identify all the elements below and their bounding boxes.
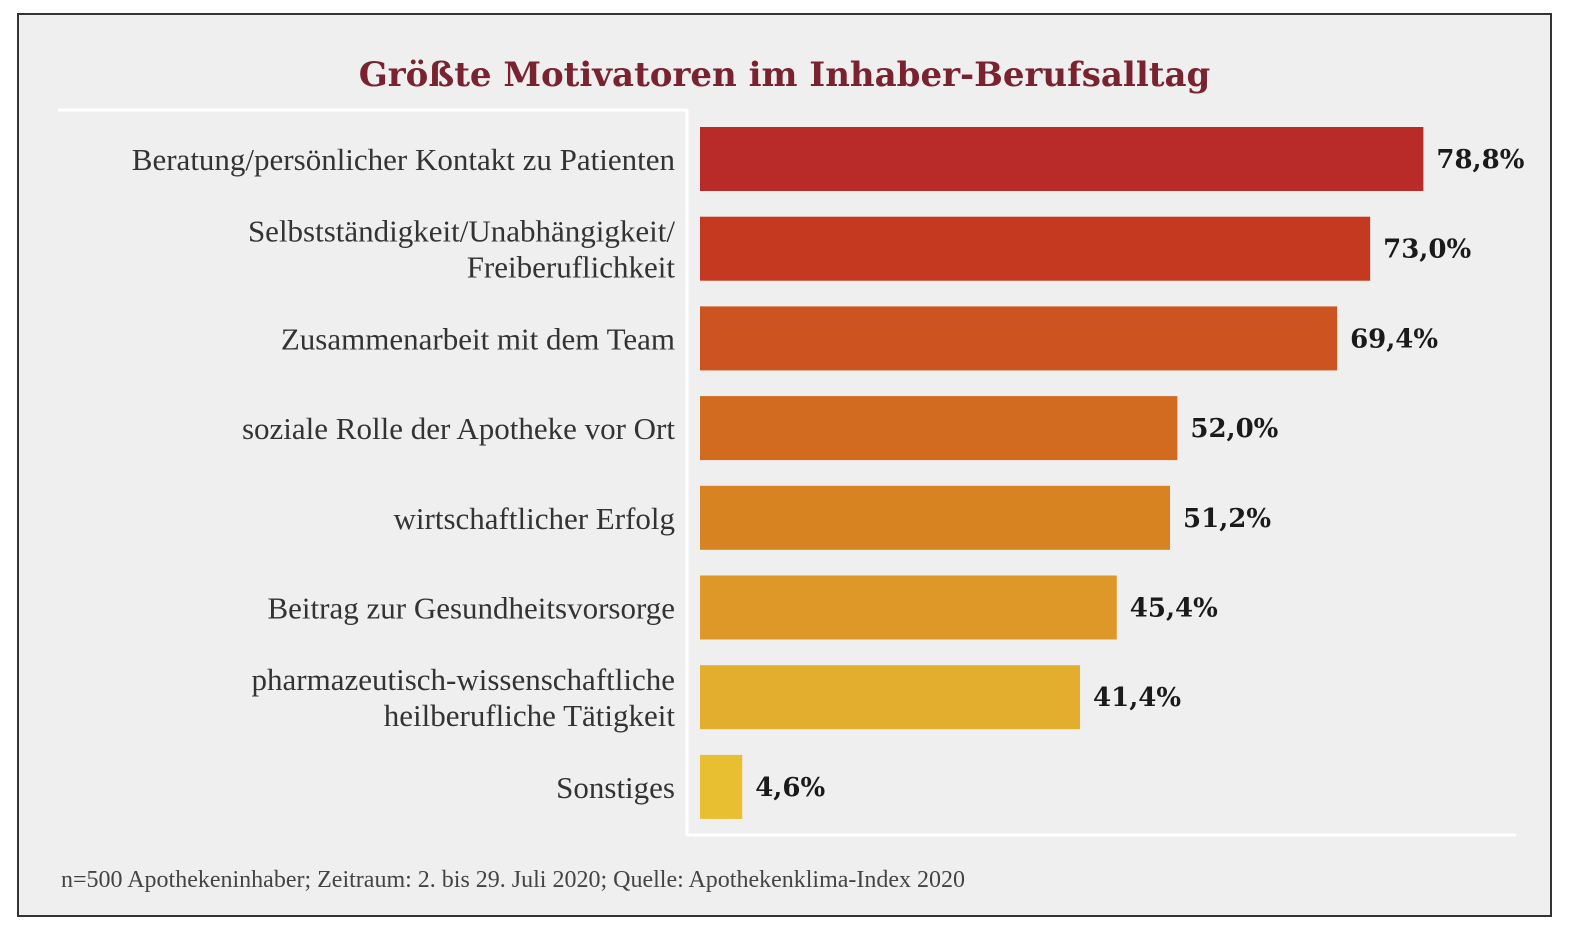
value-label-0: 78,8% [1436, 145, 1524, 175]
value-label-1: 73,0% [1383, 235, 1471, 265]
value-label-5: 45,4% [1130, 594, 1218, 624]
category-label-1-line-1: Freiberuflichkeit [467, 250, 676, 285]
category-label-5: Beitrag zur Gesundheitsvorsorge [268, 591, 676, 626]
category-label-6-line-1: heilberufliche Tätigkeit [384, 698, 676, 733]
category-label-4: wirtschaftlicher Erfolg [394, 501, 675, 536]
category-label-0: Beratung/persönlicher Kontakt zu Patient… [132, 142, 676, 177]
value-label-4: 51,2% [1183, 504, 1271, 534]
bar-3 [700, 396, 1178, 461]
value-label-3: 52,0% [1190, 414, 1278, 444]
category-label-2: Zusammenarbeit mit dem Team [281, 321, 675, 356]
bars-group: 78,8% Beratung/persönlicher Kontakt zu Pa… [132, 127, 1525, 819]
bar-1 [700, 216, 1371, 281]
value-label-2: 69,4% [1350, 324, 1438, 354]
bar-2 [700, 306, 1338, 371]
bar-0 [700, 127, 1424, 191]
bar-6 [700, 665, 1081, 730]
bar-4 [700, 485, 1171, 550]
category-label-7: Sonstiges [556, 770, 675, 805]
category-label-6-line-0: pharmazeutisch-wissenschaftliche [252, 662, 676, 697]
bar-7 [700, 754, 743, 819]
chart-footnote: n=500 Apothekeninhaber; Zeitraum: 2. bis… [61, 867, 966, 893]
bar-5 [700, 575, 1117, 640]
category-label-1-line-0: Selbstständigkeit/Unabhängigkeit/ [248, 214, 675, 249]
chart-title: Größte Motivatoren im Inhaber-Berufsallt… [358, 55, 1211, 95]
value-label-7: 4,6% [755, 773, 825, 803]
value-label-6: 41,4% [1093, 683, 1181, 713]
category-label-3: soziale Rolle der Apotheke vor Ort [242, 411, 675, 446]
